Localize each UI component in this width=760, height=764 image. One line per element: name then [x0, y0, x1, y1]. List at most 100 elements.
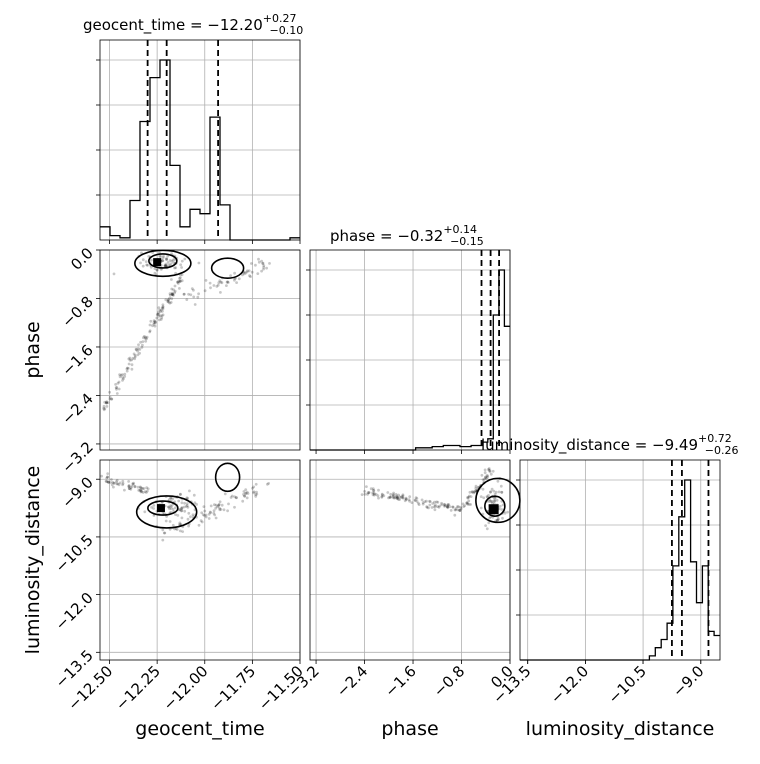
sample-point — [401, 494, 405, 498]
xtick-label: −12.0 — [547, 662, 592, 707]
sample-point — [150, 506, 154, 509]
sample-point — [144, 491, 148, 494]
sample-point — [138, 485, 142, 489]
sample-point — [148, 323, 152, 327]
sample-point — [100, 474, 103, 478]
sample-point — [142, 335, 146, 338]
sample-point — [483, 471, 487, 475]
sample-point — [105, 405, 109, 408]
sample-point — [115, 478, 119, 482]
sample-point — [113, 481, 116, 485]
sample-point — [179, 276, 182, 279]
sample-point — [489, 472, 493, 476]
sample-point — [470, 490, 474, 494]
sample-point — [374, 493, 378, 496]
xtick-label: −0.8 — [430, 662, 468, 700]
sample-point — [492, 489, 496, 493]
sample-point — [103, 400, 107, 404]
sample-point — [151, 324, 154, 328]
sample-point — [397, 498, 400, 501]
sample-point — [388, 495, 392, 499]
sample-point — [159, 310, 162, 314]
sample-point — [200, 520, 204, 524]
sample-point — [126, 366, 129, 370]
sample-point — [105, 401, 108, 404]
sample-point — [170, 259, 174, 263]
xtick-label: −2.4 — [333, 662, 371, 700]
sample-point — [117, 387, 121, 391]
sample-point — [185, 504, 189, 507]
sample-point — [487, 468, 491, 472]
sample-point — [131, 483, 135, 486]
sample-point — [173, 266, 177, 270]
sample-point — [203, 514, 206, 517]
sample-point — [153, 324, 157, 328]
sample-point — [420, 498, 424, 502]
sample-point — [161, 259, 164, 263]
contour-outer — [214, 462, 241, 493]
sample-point — [410, 501, 414, 504]
sample-point — [401, 496, 405, 500]
sample-point — [129, 486, 133, 489]
sample-point — [226, 280, 230, 284]
sample-point — [106, 475, 109, 479]
sample-point — [169, 301, 173, 304]
sample-point — [491, 502, 494, 505]
sample-point — [373, 492, 376, 496]
sample-point — [168, 259, 172, 262]
sample-point — [147, 255, 151, 258]
sample-point — [396, 496, 400, 500]
sample-point — [243, 494, 247, 498]
sample-point — [145, 489, 149, 493]
ytick-label: −0.8 — [58, 293, 96, 331]
sample-point — [414, 496, 418, 499]
sample-point — [170, 287, 174, 291]
sample-point — [497, 517, 500, 521]
sample-point — [178, 521, 182, 525]
sample-point — [114, 386, 118, 390]
sample-point — [220, 503, 224, 507]
sample-point — [261, 261, 265, 265]
sample-point — [366, 491, 370, 495]
sample-point — [136, 347, 140, 351]
sample-point — [483, 468, 487, 472]
hist-panel-phase — [306, 249, 511, 454]
sample-point — [367, 491, 371, 495]
sample-point — [164, 519, 168, 523]
sample-point — [145, 337, 148, 341]
sample-point — [219, 280, 223, 284]
sample-point — [108, 395, 112, 399]
sample-point — [454, 508, 458, 512]
sample-point — [392, 491, 395, 495]
sample-point — [247, 269, 251, 273]
sample-point — [170, 278, 173, 281]
sample-point — [105, 476, 109, 480]
sample-point — [105, 400, 109, 404]
sample-point — [262, 264, 266, 267]
sample-point — [421, 501, 425, 504]
sample-point — [436, 505, 439, 508]
sample-point — [233, 271, 237, 275]
sample-point — [143, 490, 147, 493]
sample-point — [175, 528, 179, 531]
sample-point — [490, 500, 494, 503]
sample-point — [114, 383, 117, 386]
sample-point — [217, 503, 221, 507]
sample-point — [392, 493, 395, 497]
sample-point — [458, 509, 462, 512]
sample-point — [488, 500, 492, 503]
sample-point — [403, 499, 407, 503]
sample-point — [254, 493, 257, 496]
sample-point — [179, 493, 182, 496]
sample-point — [193, 501, 197, 505]
sample-point — [488, 516, 491, 520]
sample-point — [127, 480, 130, 483]
sample-point — [415, 497, 419, 500]
density-peak — [488, 504, 499, 515]
sample-point — [220, 281, 224, 285]
sample-point — [123, 375, 127, 378]
sample-point — [169, 496, 173, 500]
sample-point — [123, 488, 126, 492]
sample-point — [165, 258, 169, 261]
sample-point — [164, 262, 168, 266]
